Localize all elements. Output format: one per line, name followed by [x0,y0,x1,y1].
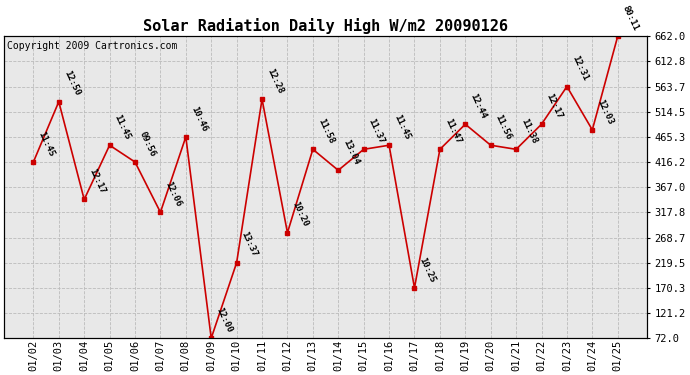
Text: 11:58: 11:58 [316,117,335,145]
Text: 13:37: 13:37 [239,230,259,258]
Text: 10:25: 10:25 [417,256,437,284]
Text: 12:17: 12:17 [87,167,107,195]
Text: 10:46: 10:46 [189,105,208,133]
Text: Copyright 2009 Cartronics.com: Copyright 2009 Cartronics.com [8,41,178,51]
Text: 11:38: 11:38 [519,117,539,145]
Title: Solar Radiation Daily High W/m2 20090126: Solar Radiation Daily High W/m2 20090126 [143,18,508,34]
Text: 11:45: 11:45 [112,113,132,141]
Text: 11:37: 11:37 [366,117,386,145]
Text: 12:03: 12:03 [595,98,615,126]
Text: 80:11: 80:11 [621,4,640,32]
Text: 12:17: 12:17 [544,92,564,120]
Text: 13:04: 13:04 [342,138,361,166]
Text: 12:50: 12:50 [62,69,81,98]
Text: 11:56: 11:56 [494,113,513,141]
Text: 10:20: 10:20 [290,201,310,229]
Text: 11:45: 11:45 [37,130,56,158]
Text: 09:56: 09:56 [138,130,157,158]
Text: 12:31: 12:31 [570,54,589,82]
Text: 12:00: 12:00 [215,306,234,334]
Text: 12:28: 12:28 [265,67,284,95]
Text: 11:47: 11:47 [443,117,462,145]
Text: 11:45: 11:45 [392,113,412,141]
Text: 12:06: 12:06 [164,180,183,208]
Text: 12:44: 12:44 [469,92,488,120]
